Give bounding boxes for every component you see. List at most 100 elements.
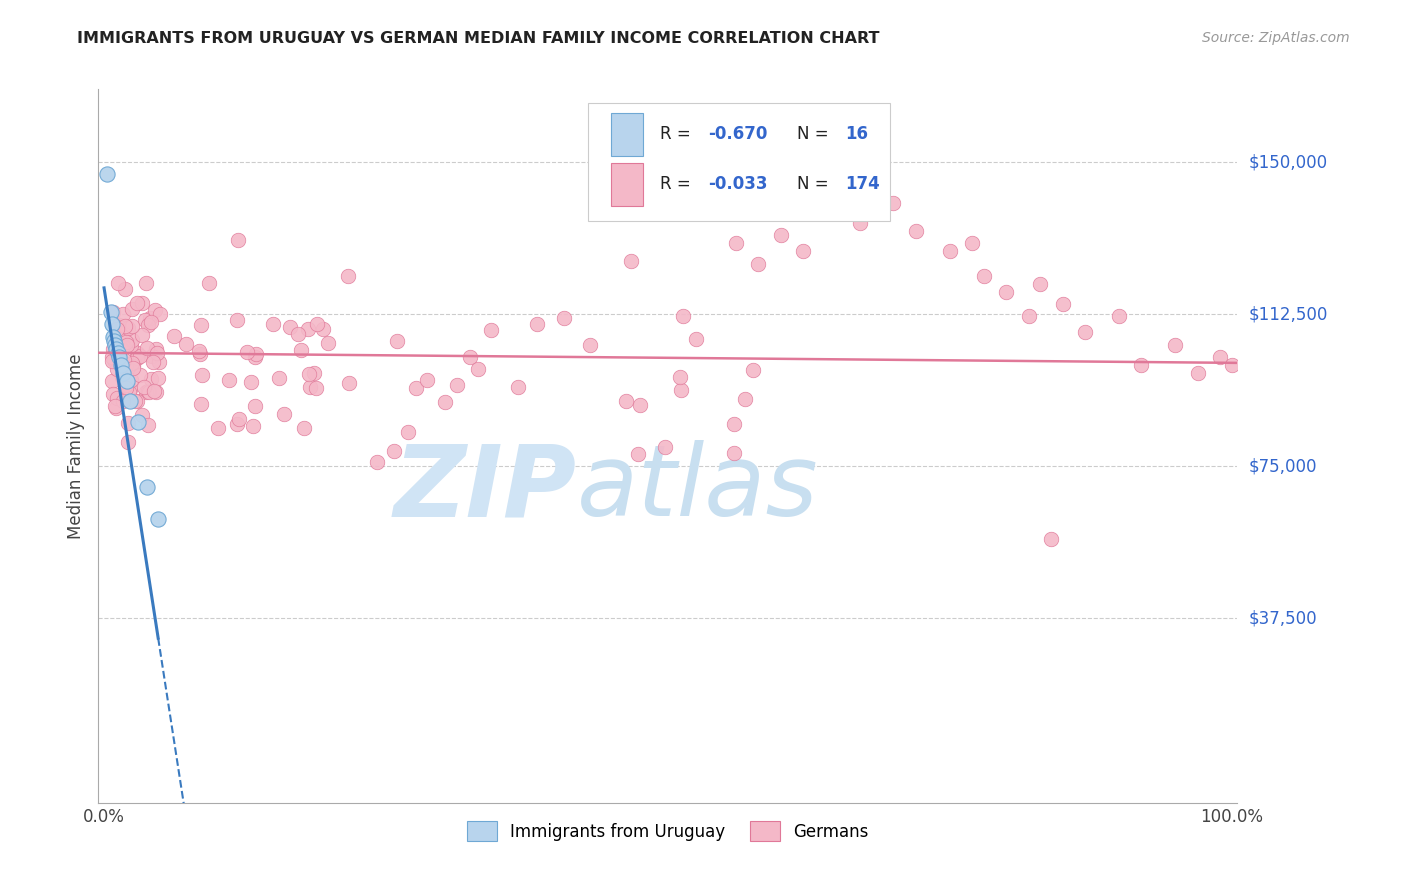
Point bbox=[337, 376, 360, 391]
Point bbox=[741, 363, 763, 377]
Point bbox=[105, 342, 128, 356]
Point bbox=[287, 327, 309, 342]
Point bbox=[142, 355, 165, 369]
Point bbox=[904, 224, 927, 238]
Point bbox=[136, 417, 159, 432]
Point bbox=[366, 455, 388, 469]
Y-axis label: Median Family Income: Median Family Income bbox=[67, 353, 86, 539]
Point bbox=[128, 368, 150, 383]
Point bbox=[101, 386, 124, 401]
Point bbox=[188, 343, 211, 358]
Point bbox=[307, 317, 329, 331]
Point bbox=[121, 301, 143, 316]
Point bbox=[104, 337, 127, 351]
Point bbox=[882, 195, 904, 210]
Point bbox=[163, 329, 186, 343]
Point bbox=[148, 354, 170, 368]
Point bbox=[100, 305, 122, 319]
Point bbox=[118, 394, 141, 409]
Point bbox=[579, 338, 602, 352]
Text: 16: 16 bbox=[845, 125, 869, 143]
Point bbox=[101, 304, 124, 318]
Point bbox=[290, 343, 312, 358]
Point bbox=[117, 416, 139, 430]
Point bbox=[1108, 310, 1130, 324]
Point bbox=[112, 326, 135, 341]
Point bbox=[105, 401, 128, 416]
Point bbox=[188, 346, 211, 360]
Point bbox=[112, 366, 135, 380]
Text: IMMIGRANTS FROM URUGUAY VS GERMAN MEDIAN FAMILY INCOME CORRELATION CHART: IMMIGRANTS FROM URUGUAY VS GERMAN MEDIAN… bbox=[77, 31, 880, 46]
Point bbox=[434, 395, 457, 409]
Point bbox=[138, 310, 160, 325]
Text: N =: N = bbox=[797, 125, 834, 143]
Point bbox=[135, 341, 157, 355]
Text: ZIP: ZIP bbox=[394, 441, 576, 537]
Point bbox=[142, 384, 165, 398]
Point bbox=[111, 339, 134, 353]
Point bbox=[382, 443, 405, 458]
Point bbox=[848, 216, 870, 230]
Point bbox=[245, 399, 267, 413]
Point bbox=[1029, 277, 1052, 291]
Point bbox=[995, 285, 1018, 299]
Point bbox=[1130, 358, 1153, 372]
Point bbox=[105, 337, 128, 351]
Point bbox=[616, 394, 638, 409]
Point bbox=[627, 447, 650, 461]
Point bbox=[191, 368, 214, 382]
Point bbox=[724, 236, 747, 251]
Point bbox=[240, 375, 263, 389]
Text: atlas: atlas bbox=[576, 441, 818, 537]
Text: -0.670: -0.670 bbox=[707, 125, 768, 143]
Point bbox=[114, 282, 136, 296]
Point bbox=[115, 335, 138, 350]
Point bbox=[654, 440, 676, 454]
Point bbox=[245, 347, 267, 361]
Point bbox=[115, 358, 138, 372]
Point bbox=[747, 256, 769, 270]
Point bbox=[111, 307, 134, 321]
Point bbox=[127, 351, 149, 365]
Legend: Immigrants from Uruguay, Germans: Immigrants from Uruguay, Germans bbox=[460, 814, 876, 848]
Text: $150,000: $150,000 bbox=[1249, 153, 1327, 171]
Point bbox=[128, 349, 150, 363]
Point bbox=[139, 315, 162, 329]
Point bbox=[1040, 533, 1063, 547]
Text: Source: ZipAtlas.com: Source: ZipAtlas.com bbox=[1202, 31, 1350, 45]
Point bbox=[769, 228, 792, 243]
Point bbox=[405, 381, 427, 395]
Point bbox=[121, 356, 143, 370]
Point bbox=[685, 332, 707, 346]
Point bbox=[207, 421, 229, 435]
Point bbox=[131, 296, 153, 310]
Point bbox=[134, 379, 156, 393]
Point bbox=[146, 346, 169, 360]
Point bbox=[218, 374, 240, 388]
Point bbox=[190, 318, 212, 333]
Point bbox=[100, 351, 122, 365]
Point bbox=[141, 371, 163, 385]
Point bbox=[297, 321, 319, 335]
Point bbox=[1187, 366, 1209, 380]
Point bbox=[145, 385, 167, 400]
Point bbox=[131, 327, 153, 342]
Point bbox=[127, 415, 149, 429]
Point bbox=[458, 351, 481, 365]
Point bbox=[118, 384, 141, 399]
Point bbox=[101, 342, 124, 356]
Point bbox=[111, 369, 134, 384]
Point bbox=[553, 311, 575, 326]
Point bbox=[506, 380, 529, 394]
Point bbox=[115, 381, 138, 395]
Point bbox=[298, 380, 321, 394]
Point bbox=[273, 407, 295, 421]
Text: -0.033: -0.033 bbox=[707, 175, 768, 193]
Point bbox=[114, 378, 136, 392]
Point bbox=[1018, 310, 1040, 324]
FancyBboxPatch shape bbox=[588, 103, 890, 221]
Point bbox=[120, 337, 142, 351]
Point bbox=[973, 268, 995, 283]
Point bbox=[118, 382, 141, 396]
FancyBboxPatch shape bbox=[612, 162, 643, 205]
